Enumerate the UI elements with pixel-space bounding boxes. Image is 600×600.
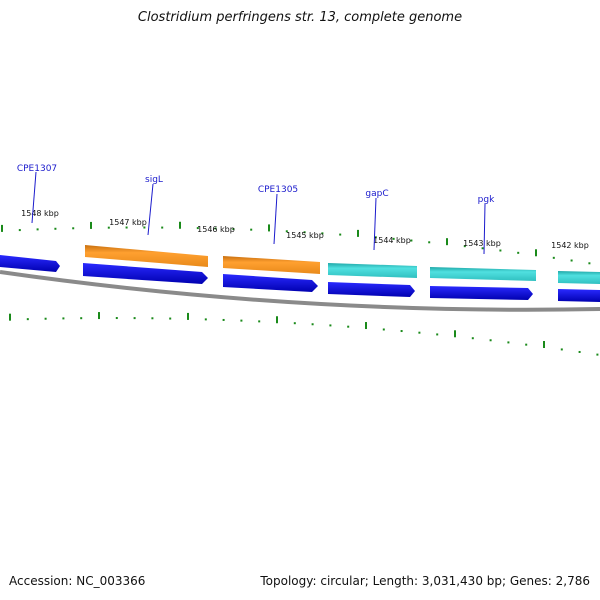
- gene-leader-line: [147, 183, 154, 236]
- map-title: Clostridium perfringens str. 13, complet…: [137, 10, 463, 25]
- gene-label-sigl[interactable]: sigL: [145, 175, 163, 185]
- gene-leader-line: [31, 171, 37, 224]
- topology-summary: Topology: circular; Length: 3,031,430 bp…: [260, 574, 590, 588]
- gene-label-cpe1307[interactable]: CPE1307: [17, 164, 57, 174]
- gene-cpe1305-body[interactable]: [223, 256, 320, 274]
- kbp-label: 1548 kbp: [21, 209, 59, 218]
- kbp-label: 1546 kbp: [197, 225, 235, 234]
- gene-right-body[interactable]: [558, 271, 600, 284]
- cds-arrow-5[interactable]: [558, 289, 600, 302]
- cds-arrow-2[interactable]: [223, 274, 318, 292]
- gene-leader-line: [373, 197, 377, 251]
- kbp-label: 1545 kbp: [286, 231, 324, 240]
- gene-leader-line: [483, 203, 486, 255]
- kbp-label: 1543 kbp: [463, 239, 501, 248]
- gene-sigl-body[interactable]: [85, 245, 208, 267]
- backbone-line: [0, 270, 600, 312]
- gene-label-gapc[interactable]: gapC: [365, 189, 388, 199]
- cds-arrow-1[interactable]: [83, 263, 208, 284]
- gene-pgk-body[interactable]: [430, 267, 536, 281]
- accession-label: Accession: NC_003366: [9, 574, 146, 588]
- kbp-label: 1547 kbp: [109, 218, 147, 227]
- cds-arrow-4[interactable]: [430, 286, 533, 300]
- kbp-label: 1542 kbp: [551, 241, 589, 250]
- gene-cpe1307-reverse[interactable]: [0, 255, 60, 272]
- gene-leader-line: [273, 193, 278, 245]
- tick-marks-lower: [9, 312, 599, 356]
- cds-arrow-3[interactable]: [328, 282, 415, 297]
- gene-label-pgk[interactable]: pgk: [478, 195, 495, 205]
- gene-label-cpe1305[interactable]: CPE1305: [258, 185, 298, 195]
- kbp-label: 1544 kbp: [373, 236, 411, 245]
- tick-marks-upper: [1, 221, 591, 265]
- gene-gapc-body[interactable]: [328, 263, 417, 278]
